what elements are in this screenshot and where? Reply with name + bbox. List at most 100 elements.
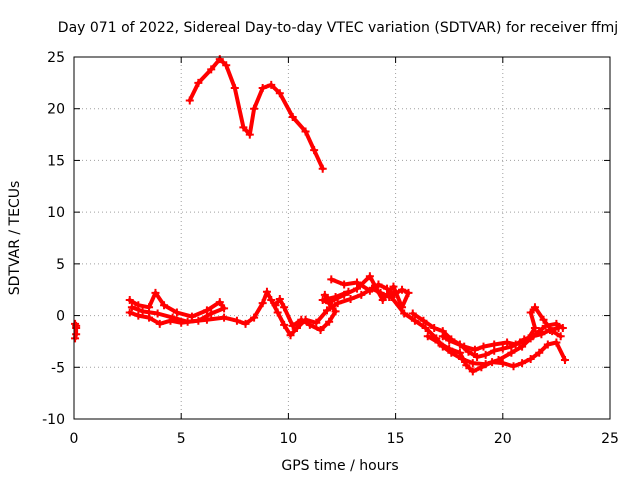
data-point bbox=[434, 338, 443, 347]
data-point bbox=[207, 309, 216, 318]
data-point bbox=[297, 315, 306, 324]
data-point bbox=[503, 338, 512, 347]
data-point bbox=[468, 367, 477, 376]
data-point bbox=[423, 332, 432, 341]
data-point bbox=[340, 290, 349, 299]
data-point bbox=[468, 359, 477, 368]
data-point bbox=[145, 313, 154, 322]
data-point bbox=[322, 306, 331, 315]
data-point bbox=[262, 287, 271, 296]
data-point bbox=[543, 340, 552, 349]
data-point bbox=[539, 315, 548, 324]
y-tick-label: -10 bbox=[42, 412, 65, 428]
data-point bbox=[365, 272, 374, 281]
data-point bbox=[462, 361, 471, 370]
data-point bbox=[258, 299, 267, 308]
data-point bbox=[250, 313, 259, 322]
data-point bbox=[346, 295, 355, 304]
data-point bbox=[275, 89, 284, 98]
data-point bbox=[473, 352, 482, 361]
data-point bbox=[301, 127, 310, 136]
data-point bbox=[239, 123, 248, 132]
y-tick-label: -5 bbox=[51, 360, 65, 376]
data-point bbox=[535, 348, 544, 357]
data-point bbox=[528, 332, 537, 341]
data-point bbox=[275, 295, 284, 304]
data-point bbox=[160, 301, 169, 310]
data-point bbox=[526, 308, 535, 317]
data-series bbox=[71, 55, 569, 376]
x-tick-label: 20 bbox=[494, 431, 512, 447]
data-point bbox=[222, 61, 231, 70]
data-point bbox=[445, 336, 454, 345]
data-point bbox=[280, 303, 289, 312]
data-point bbox=[215, 298, 224, 307]
data-point bbox=[316, 326, 325, 335]
data-point bbox=[560, 356, 569, 365]
data-point bbox=[477, 363, 486, 372]
data-point bbox=[387, 292, 396, 301]
data-point bbox=[383, 284, 392, 293]
data-point bbox=[127, 303, 136, 312]
data-point bbox=[288, 321, 297, 330]
data-point bbox=[183, 317, 192, 326]
data-point bbox=[518, 359, 527, 368]
series-trace bbox=[187, 57, 325, 171]
data-point bbox=[537, 330, 546, 339]
data-point bbox=[220, 313, 229, 322]
data-point bbox=[530, 323, 539, 332]
data-point bbox=[280, 320, 289, 329]
data-point bbox=[258, 84, 267, 93]
data-point bbox=[273, 308, 282, 317]
x-tick-label: 25 bbox=[601, 431, 619, 447]
data-point bbox=[230, 84, 239, 93]
data-point bbox=[202, 306, 211, 315]
chart-title: Day 071 of 2022, Sidereal Day-to-day VTE… bbox=[58, 20, 618, 36]
series-tail-c bbox=[438, 323, 563, 354]
data-point bbox=[498, 359, 507, 368]
plot-frame bbox=[73, 56, 611, 420]
data-point bbox=[421, 323, 430, 332]
data-point bbox=[438, 332, 447, 341]
data-point bbox=[155, 319, 164, 328]
data-point bbox=[232, 316, 241, 325]
data-point bbox=[408, 309, 417, 318]
data-point bbox=[134, 311, 143, 320]
data-point bbox=[327, 275, 336, 284]
data-point bbox=[530, 303, 539, 312]
data-point bbox=[389, 282, 398, 291]
data-point bbox=[404, 288, 413, 297]
data-point bbox=[207, 65, 216, 74]
data-point bbox=[168, 313, 177, 322]
data-point bbox=[333, 299, 342, 308]
x-tick-label: 10 bbox=[279, 431, 297, 447]
data-point bbox=[288, 112, 297, 121]
series-high-arc bbox=[185, 55, 327, 173]
data-point bbox=[71, 334, 80, 343]
data-point bbox=[125, 296, 134, 305]
data-point bbox=[72, 321, 81, 330]
x-tick-label: 15 bbox=[387, 431, 405, 447]
data-point bbox=[488, 358, 497, 367]
data-point bbox=[292, 323, 301, 332]
data-point bbox=[410, 316, 419, 325]
x-tick-label: 5 bbox=[177, 431, 186, 447]
data-point bbox=[271, 301, 280, 310]
data-point bbox=[267, 80, 276, 89]
data-point bbox=[470, 345, 479, 354]
data-point bbox=[151, 288, 160, 297]
data-point bbox=[220, 304, 229, 313]
data-point bbox=[72, 330, 81, 339]
data-point bbox=[241, 319, 250, 328]
series-decline bbox=[387, 292, 567, 369]
data-point bbox=[526, 355, 535, 364]
data-point bbox=[552, 338, 561, 347]
data-point bbox=[145, 303, 154, 312]
data-point bbox=[419, 316, 428, 325]
data-point bbox=[445, 344, 454, 353]
data-point bbox=[365, 286, 374, 295]
data-point bbox=[194, 78, 203, 87]
data-point bbox=[481, 350, 490, 359]
